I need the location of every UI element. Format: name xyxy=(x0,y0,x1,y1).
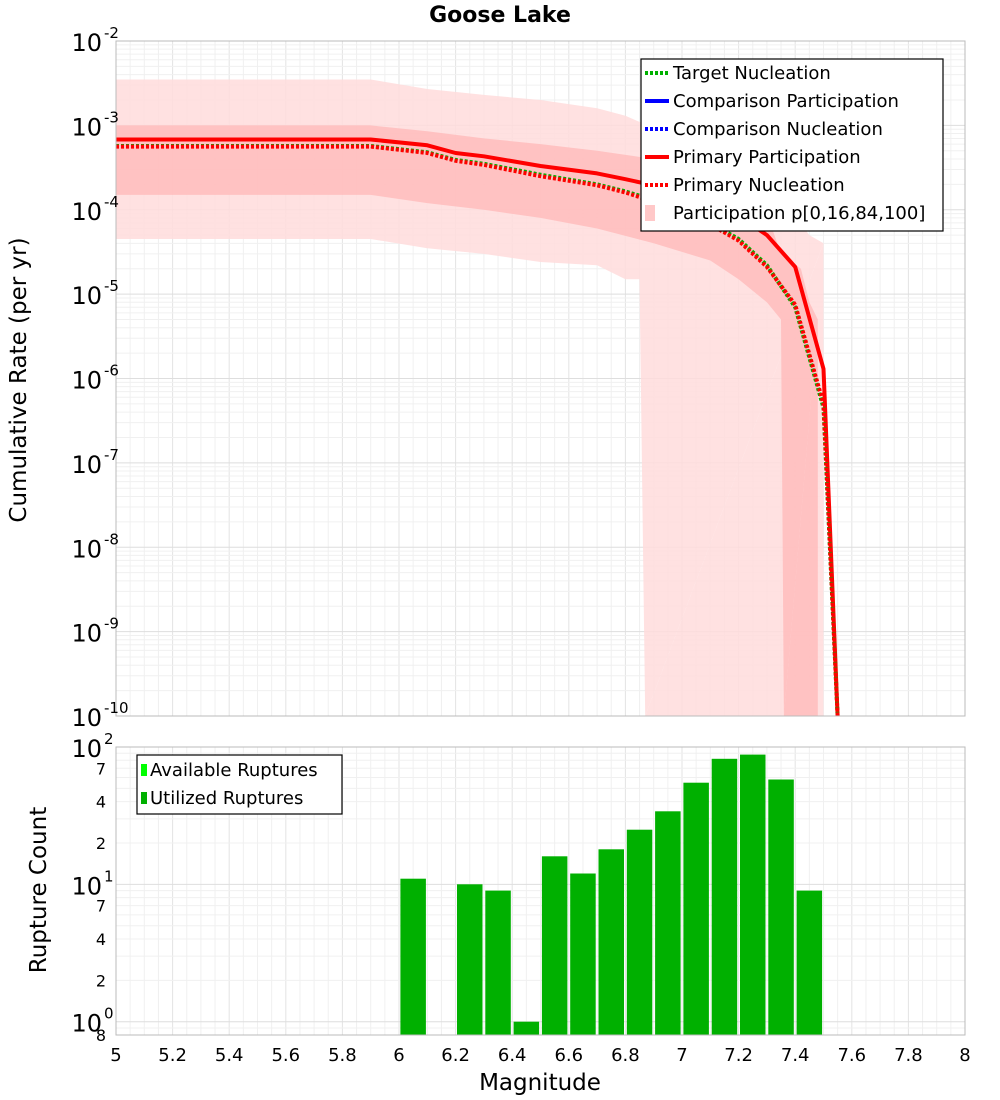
y-tick-exponent: -2 xyxy=(104,24,119,42)
bar xyxy=(485,890,511,1035)
x-axis-label: Magnitude xyxy=(479,1070,601,1096)
bar xyxy=(570,873,596,1035)
legend-swatch xyxy=(141,764,147,776)
x-tick-label: 6.8 xyxy=(611,1045,640,1066)
y-tick-exponent: 1 xyxy=(104,867,114,885)
y-minor-tick-label: 7 xyxy=(96,897,106,916)
rate-plot: 10-210-310-410-510-610-710-810-910-10 xyxy=(71,24,966,732)
legend-entry-label: Primary Nucleation xyxy=(673,175,845,196)
y-tick-exponent: -9 xyxy=(104,615,119,633)
legend-entry-label: Participation p[0,16,84,100] xyxy=(673,203,925,224)
legend-swatch xyxy=(645,205,655,221)
bar xyxy=(513,1021,540,1035)
y-tick-label: 10 xyxy=(71,113,102,141)
x-tick-label: 7 xyxy=(676,1045,687,1066)
legend-swatch xyxy=(141,792,147,804)
y-tick-exponent: -4 xyxy=(104,193,119,211)
x-tick-label: 7.4 xyxy=(781,1045,810,1066)
y-minor-tick-label: 2 xyxy=(96,834,106,853)
legend-entry-label: Primary Participation xyxy=(673,147,861,168)
x-tick-label: 6.4 xyxy=(498,1045,527,1066)
rate-legend: Target Nucleation Comparison Participatio… xyxy=(640,58,944,232)
bar xyxy=(768,779,794,1035)
bar xyxy=(740,754,766,1035)
band-tail xyxy=(645,243,824,716)
y-minor-tick-label: 7 xyxy=(96,759,106,778)
y-minor-tick-label: 4 xyxy=(96,930,106,949)
band-participation-p-16-84- xyxy=(116,125,818,716)
y-minor-tick-label: 8 xyxy=(96,1026,106,1045)
y-tick-exponent: 0 xyxy=(104,1005,114,1023)
bottom-y-axis-label: Rupture Count xyxy=(26,807,52,973)
y-tick-exponent: 2 xyxy=(104,730,114,748)
y-tick-exponent: -6 xyxy=(104,362,119,380)
y-tick-exponent: -7 xyxy=(104,446,119,464)
legend-entry-label: Utilized Ruptures xyxy=(150,788,303,809)
y-tick-label: 10 xyxy=(71,872,102,900)
y-tick-label: 10 xyxy=(71,367,102,395)
x-tick-label: 8 xyxy=(959,1045,970,1066)
y-tick-label: 10 xyxy=(71,704,102,732)
x-tick-label: 5.6 xyxy=(271,1045,300,1066)
legend-box xyxy=(640,58,944,232)
y-tick-label: 10 xyxy=(71,282,102,310)
y-tick-label: 10 xyxy=(71,620,102,648)
bar xyxy=(796,890,823,1035)
bar xyxy=(598,849,624,1035)
y-tick-exponent: -5 xyxy=(104,277,119,295)
plot-frame xyxy=(115,40,966,717)
y-tick-exponent: -10 xyxy=(104,699,129,717)
bar xyxy=(626,829,653,1035)
y-tick-exponent: -8 xyxy=(104,530,119,548)
series-primary-participation xyxy=(116,137,840,716)
uncertainty-bands xyxy=(116,79,824,716)
bar xyxy=(541,856,568,1035)
bar xyxy=(400,878,426,1035)
x-tick-label: 7.2 xyxy=(724,1045,753,1066)
x-tick-label: 5.8 xyxy=(328,1045,357,1066)
legend-box xyxy=(136,754,343,815)
bar xyxy=(683,782,709,1035)
y-tick-exponent: -3 xyxy=(104,108,119,126)
rupture-legend: Available Ruptures Utilized Ruptures xyxy=(136,754,343,815)
y-tick-label: 10 xyxy=(71,29,102,57)
plot-frame xyxy=(115,746,966,1036)
series-lines xyxy=(116,137,840,716)
y-tick-label: 10 xyxy=(71,735,102,763)
legend-entry-label: Target Nucleation xyxy=(672,63,831,84)
x-tick-label: 5.2 xyxy=(158,1045,187,1066)
x-tick-label: 7.6 xyxy=(837,1045,866,1066)
band-tail xyxy=(783,319,818,716)
legend-entry-label: Comparison Nucleation xyxy=(673,119,883,140)
bar xyxy=(655,811,681,1035)
x-tick-label: 7.8 xyxy=(894,1045,923,1066)
y-tick-label: 10 xyxy=(71,535,102,563)
x-tick-label: 5.4 xyxy=(215,1045,244,1066)
y-tick-label: 10 xyxy=(71,198,102,226)
y-tick-label: 10 xyxy=(71,1010,102,1038)
bar xyxy=(457,884,483,1035)
y-minor-tick-label: 4 xyxy=(96,793,106,812)
bars xyxy=(400,754,823,1035)
chart-title: Goose Lake xyxy=(429,3,571,28)
x-tick-label: 6.2 xyxy=(441,1045,470,1066)
y-minor-tick-label: 2 xyxy=(96,971,106,990)
x-tick-label: 6.6 xyxy=(554,1045,583,1066)
legend-entry-label: Comparison Participation xyxy=(673,91,899,112)
x-tick-label: 5 xyxy=(110,1045,121,1066)
x-tick-label: 6 xyxy=(393,1045,404,1066)
y-tick-label: 10 xyxy=(71,451,102,479)
top-y-axis-label: Cumulative Rate (per yr) xyxy=(6,237,32,522)
series-primary-nucleation xyxy=(116,144,840,716)
legend-entry-label: Available Ruptures xyxy=(150,760,318,781)
bar xyxy=(711,758,738,1035)
